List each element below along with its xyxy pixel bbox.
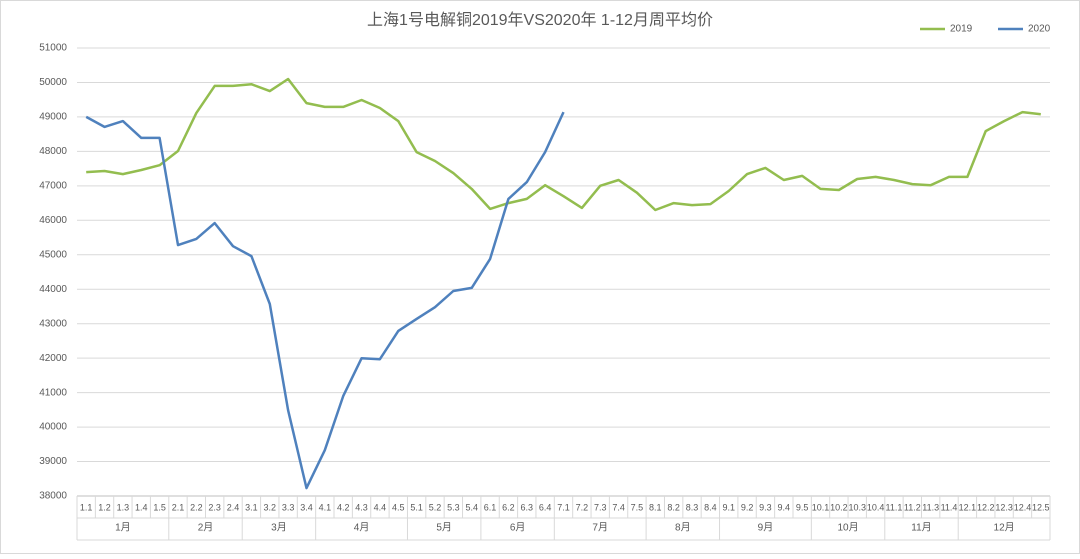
x-tick-label: 2.4	[227, 502, 240, 512]
x-tick-label: 6.1	[484, 502, 497, 512]
month-label: 7月	[592, 522, 608, 534]
y-tick-label: 51000	[39, 43, 67, 54]
month-label: 9月	[758, 522, 774, 534]
y-tick-label: 48000	[39, 146, 67, 157]
x-tick-label: 1.4	[135, 502, 148, 512]
y-tick-label: 43000	[39, 318, 67, 329]
month-label: 5月	[436, 522, 452, 534]
legend-label: 2020	[1028, 24, 1051, 35]
x-tick-label: 3.2	[264, 502, 277, 512]
x-tick-label: 5.1	[410, 502, 423, 512]
x-tick-label: 4.3	[355, 502, 368, 512]
x-tick-label: 10.2	[830, 502, 848, 512]
y-tick-label: 50000	[39, 77, 67, 88]
y-tick-label: 41000	[39, 387, 67, 398]
x-tick-label: 12.2	[977, 502, 995, 512]
month-label: 10月	[837, 522, 858, 534]
y-tick-label: 38000	[39, 491, 67, 502]
x-tick-label: 8.1	[649, 502, 662, 512]
y-tick-label: 45000	[39, 249, 67, 260]
x-tick-label: 9.2	[741, 502, 754, 512]
month-label: 3月	[271, 522, 287, 534]
x-tick-label: 9.5	[796, 502, 809, 512]
y-tick-label: 49000	[39, 112, 67, 123]
x-tick-label: 9.3	[759, 502, 772, 512]
x-tick-label: 8.2	[667, 502, 680, 512]
month-label: 4月	[354, 522, 370, 534]
x-tick-label: 1.3	[117, 502, 130, 512]
x-tick-label: 9.4	[778, 502, 791, 512]
x-tick-label: 4.2	[337, 502, 350, 512]
x-tick-label: 6.2	[502, 502, 515, 512]
y-tick-label: 42000	[39, 353, 67, 364]
x-tick-label: 6.3	[521, 502, 534, 512]
month-label: 11月	[911, 522, 931, 534]
x-tick-label: 11.4	[941, 502, 958, 512]
line-series	[86, 77, 1041, 212]
legend-label: 2019	[950, 24, 973, 35]
x-tick-label: 7.4	[612, 502, 625, 512]
x-tick-label: 8.3	[686, 502, 699, 512]
x-tick-label: 7.1	[557, 502, 570, 512]
x-tick-label: 6.4	[539, 502, 552, 512]
x-tick-label: 4.4	[374, 502, 387, 512]
x-tick-label: 3.3	[282, 502, 295, 512]
y-tick-label: 47000	[39, 180, 67, 191]
x-tick-label: 5.2	[429, 502, 442, 512]
line-series	[85, 111, 565, 490]
x-tick-label: 7.5	[631, 502, 644, 512]
x-tick-label: 10.1	[812, 502, 830, 512]
x-tick-label: 2.2	[190, 502, 203, 512]
x-tick-label: 4.1	[319, 502, 332, 512]
x-tick-label: 1.1	[80, 502, 93, 512]
x-tick-label: 10.3	[848, 502, 866, 512]
x-tick-label: 1.2	[98, 502, 111, 512]
month-label: 2月	[198, 522, 214, 534]
x-tick-label: 10.4	[867, 502, 885, 512]
month-label: 12月	[994, 522, 1015, 534]
x-tick-label: 12.4	[1014, 502, 1032, 512]
x-tick-label: 1.5	[153, 502, 166, 512]
month-label: 8月	[675, 522, 691, 534]
y-tick-label: 39000	[39, 456, 67, 467]
y-tick-label: 44000	[39, 284, 67, 295]
x-tick-label: 3.1	[245, 502, 258, 512]
x-tick-label: 11.2	[904, 502, 921, 512]
x-tick-label: 7.2	[576, 502, 589, 512]
x-tick-label: 11.3	[922, 502, 939, 512]
x-tick-label: 7.3	[594, 502, 607, 512]
x-tick-label: 2.3	[208, 502, 221, 512]
month-label: 1月	[115, 522, 131, 534]
x-tick-label: 2.1	[172, 502, 185, 512]
month-label: 6月	[510, 522, 526, 534]
x-tick-label: 9.1	[722, 502, 735, 512]
x-tick-label: 4.5	[392, 502, 405, 512]
y-tick-label: 40000	[39, 422, 67, 433]
y-tick-label: 46000	[39, 215, 67, 226]
x-tick-label: 8.4	[704, 502, 717, 512]
x-tick-label: 5.4	[465, 502, 478, 512]
chart-title: 上海1号电解铜2019年VS2020年 1-12月周平均价	[367, 11, 713, 29]
x-tick-label: 5.3	[447, 502, 460, 512]
x-tick-label: 12.3	[995, 502, 1013, 512]
x-tick-label: 12.1	[959, 502, 977, 512]
x-tick-label: 12.5	[1032, 502, 1050, 512]
x-tick-label: 3.4	[300, 502, 313, 512]
x-tick-label: 11.1	[886, 502, 903, 512]
